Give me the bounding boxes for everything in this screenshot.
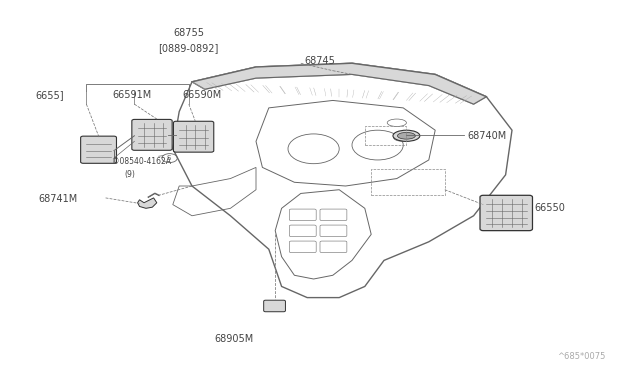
Text: 66591M: 66591M [112,90,151,100]
FancyBboxPatch shape [132,119,172,150]
Text: 6655]: 6655] [35,90,64,100]
Ellipse shape [397,132,415,139]
Polygon shape [192,63,486,104]
Text: [0889-0892]: [0889-0892] [159,44,219,53]
FancyBboxPatch shape [264,300,285,312]
Polygon shape [138,198,157,208]
Text: ^685*0075: ^685*0075 [557,352,605,361]
Text: ©08540-4162A: ©08540-4162A [112,157,171,166]
Text: 68905M: 68905M [214,334,253,343]
Text: (9): (9) [125,170,136,179]
Text: S: S [167,155,171,161]
Text: 68755: 68755 [173,29,204,38]
Text: 68741M: 68741M [38,194,77,204]
FancyBboxPatch shape [81,136,116,163]
FancyBboxPatch shape [173,121,214,152]
Polygon shape [192,63,486,104]
Text: 66550: 66550 [534,203,565,213]
Ellipse shape [393,130,420,141]
Text: 66590M: 66590M [182,90,221,100]
FancyBboxPatch shape [480,195,532,231]
Text: 68745: 68745 [304,57,335,66]
Text: 68740M: 68740M [467,131,506,141]
